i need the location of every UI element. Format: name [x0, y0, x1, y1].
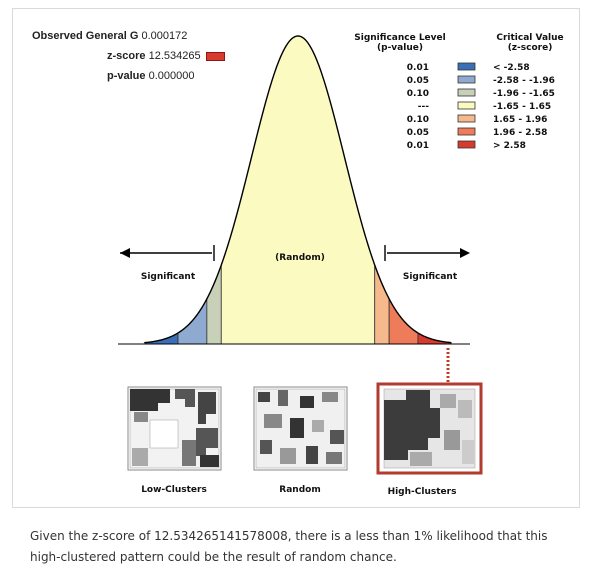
- result-caption: Given the z-score of 12.534265141578008,…: [30, 529, 548, 564]
- p-value-label: p-value: [107, 70, 146, 82]
- legend-swatch: [457, 88, 476, 97]
- observed-general-g: Observed General G 0.000172: [32, 30, 187, 42]
- legend-z-range: > 2.58: [493, 141, 526, 151]
- critical-value-header: Critical Value (z-score): [485, 33, 575, 53]
- significant-right-label: Significant: [403, 272, 458, 282]
- normal-distribution-chart: 0.01 < -2.58 0.05 -2.58 - -1.96 0.10 -1.96 - …: [118, 35, 555, 497]
- significant-left-label: Significant: [141, 272, 196, 282]
- curve-outline: [144, 35, 452, 344]
- legend-swatch: [457, 101, 476, 110]
- significance-header-line1: Significance Level: [354, 33, 446, 43]
- distribution-bin: [220, 36, 376, 344]
- map-label-random: Random: [279, 485, 320, 495]
- critical-header-line1: Critical Value: [496, 33, 564, 43]
- left-significant-arrow: [120, 245, 215, 261]
- legend-z-range: -1.65 - 1.65: [493, 102, 551, 112]
- distribution-bin: [177, 36, 208, 344]
- map-high-clusters[interactable]: [376, 382, 483, 475]
- legend-swatch: [457, 127, 476, 136]
- z-score-row: z-score 12.534265: [107, 50, 225, 62]
- legend-swatch: [457, 75, 476, 84]
- z-score-label: z-score: [107, 50, 146, 62]
- z-score-swatch: [205, 51, 225, 61]
- legend-p-value: ---: [418, 102, 429, 112]
- significance-header-line2: (p-value): [377, 43, 423, 53]
- legend-p-value: 0.05: [407, 76, 429, 86]
- legend-swatch: [457, 62, 476, 71]
- legend-z-range: -2.58 - -1.96: [493, 76, 555, 86]
- legend-z-range: -1.96 - -1.65: [493, 89, 555, 99]
- legend-rows: 0.01 < -2.58 0.05 -2.58 - -1.96 0.10 -1.96 - …: [407, 62, 555, 151]
- random-label: (Random): [275, 253, 325, 263]
- map-label-low-clusters: Low-Clusters: [141, 485, 207, 495]
- p-value-value: 0.000000: [148, 70, 195, 82]
- observed-label: Observed General G: [32, 30, 139, 42]
- critical-header-line2: (z-score): [507, 43, 553, 53]
- distribution-bin: [144, 36, 179, 344]
- distribution-bins: [144, 36, 452, 344]
- p-value-row: p-value 0.000000: [107, 70, 194, 82]
- legend-swatch: [457, 140, 476, 149]
- legend-swatch: [457, 114, 476, 123]
- legend-p-value: 0.10: [407, 89, 429, 99]
- legend-p-value: 0.05: [407, 128, 429, 138]
- legend-p-value: 0.10: [407, 115, 429, 125]
- legend-z-range: < -2.58: [493, 63, 530, 73]
- significance-header: Significance Level (p-value): [345, 33, 455, 53]
- map-label-high-clusters: High-Clusters: [388, 487, 457, 497]
- observed-value: 0.000172: [141, 30, 188, 42]
- legend-p-value: 0.01: [407, 141, 429, 151]
- right-significant-arrow: [384, 245, 470, 261]
- map-low-clusters[interactable]: [127, 386, 222, 471]
- legend-p-value: 0.01: [407, 63, 429, 73]
- map-random[interactable]: [253, 386, 348, 471]
- z-score-value: 12.534265: [148, 50, 201, 62]
- legend-z-range: 1.96 - 2.58: [493, 128, 547, 138]
- legend-z-range: 1.65 - 1.96: [493, 115, 547, 125]
